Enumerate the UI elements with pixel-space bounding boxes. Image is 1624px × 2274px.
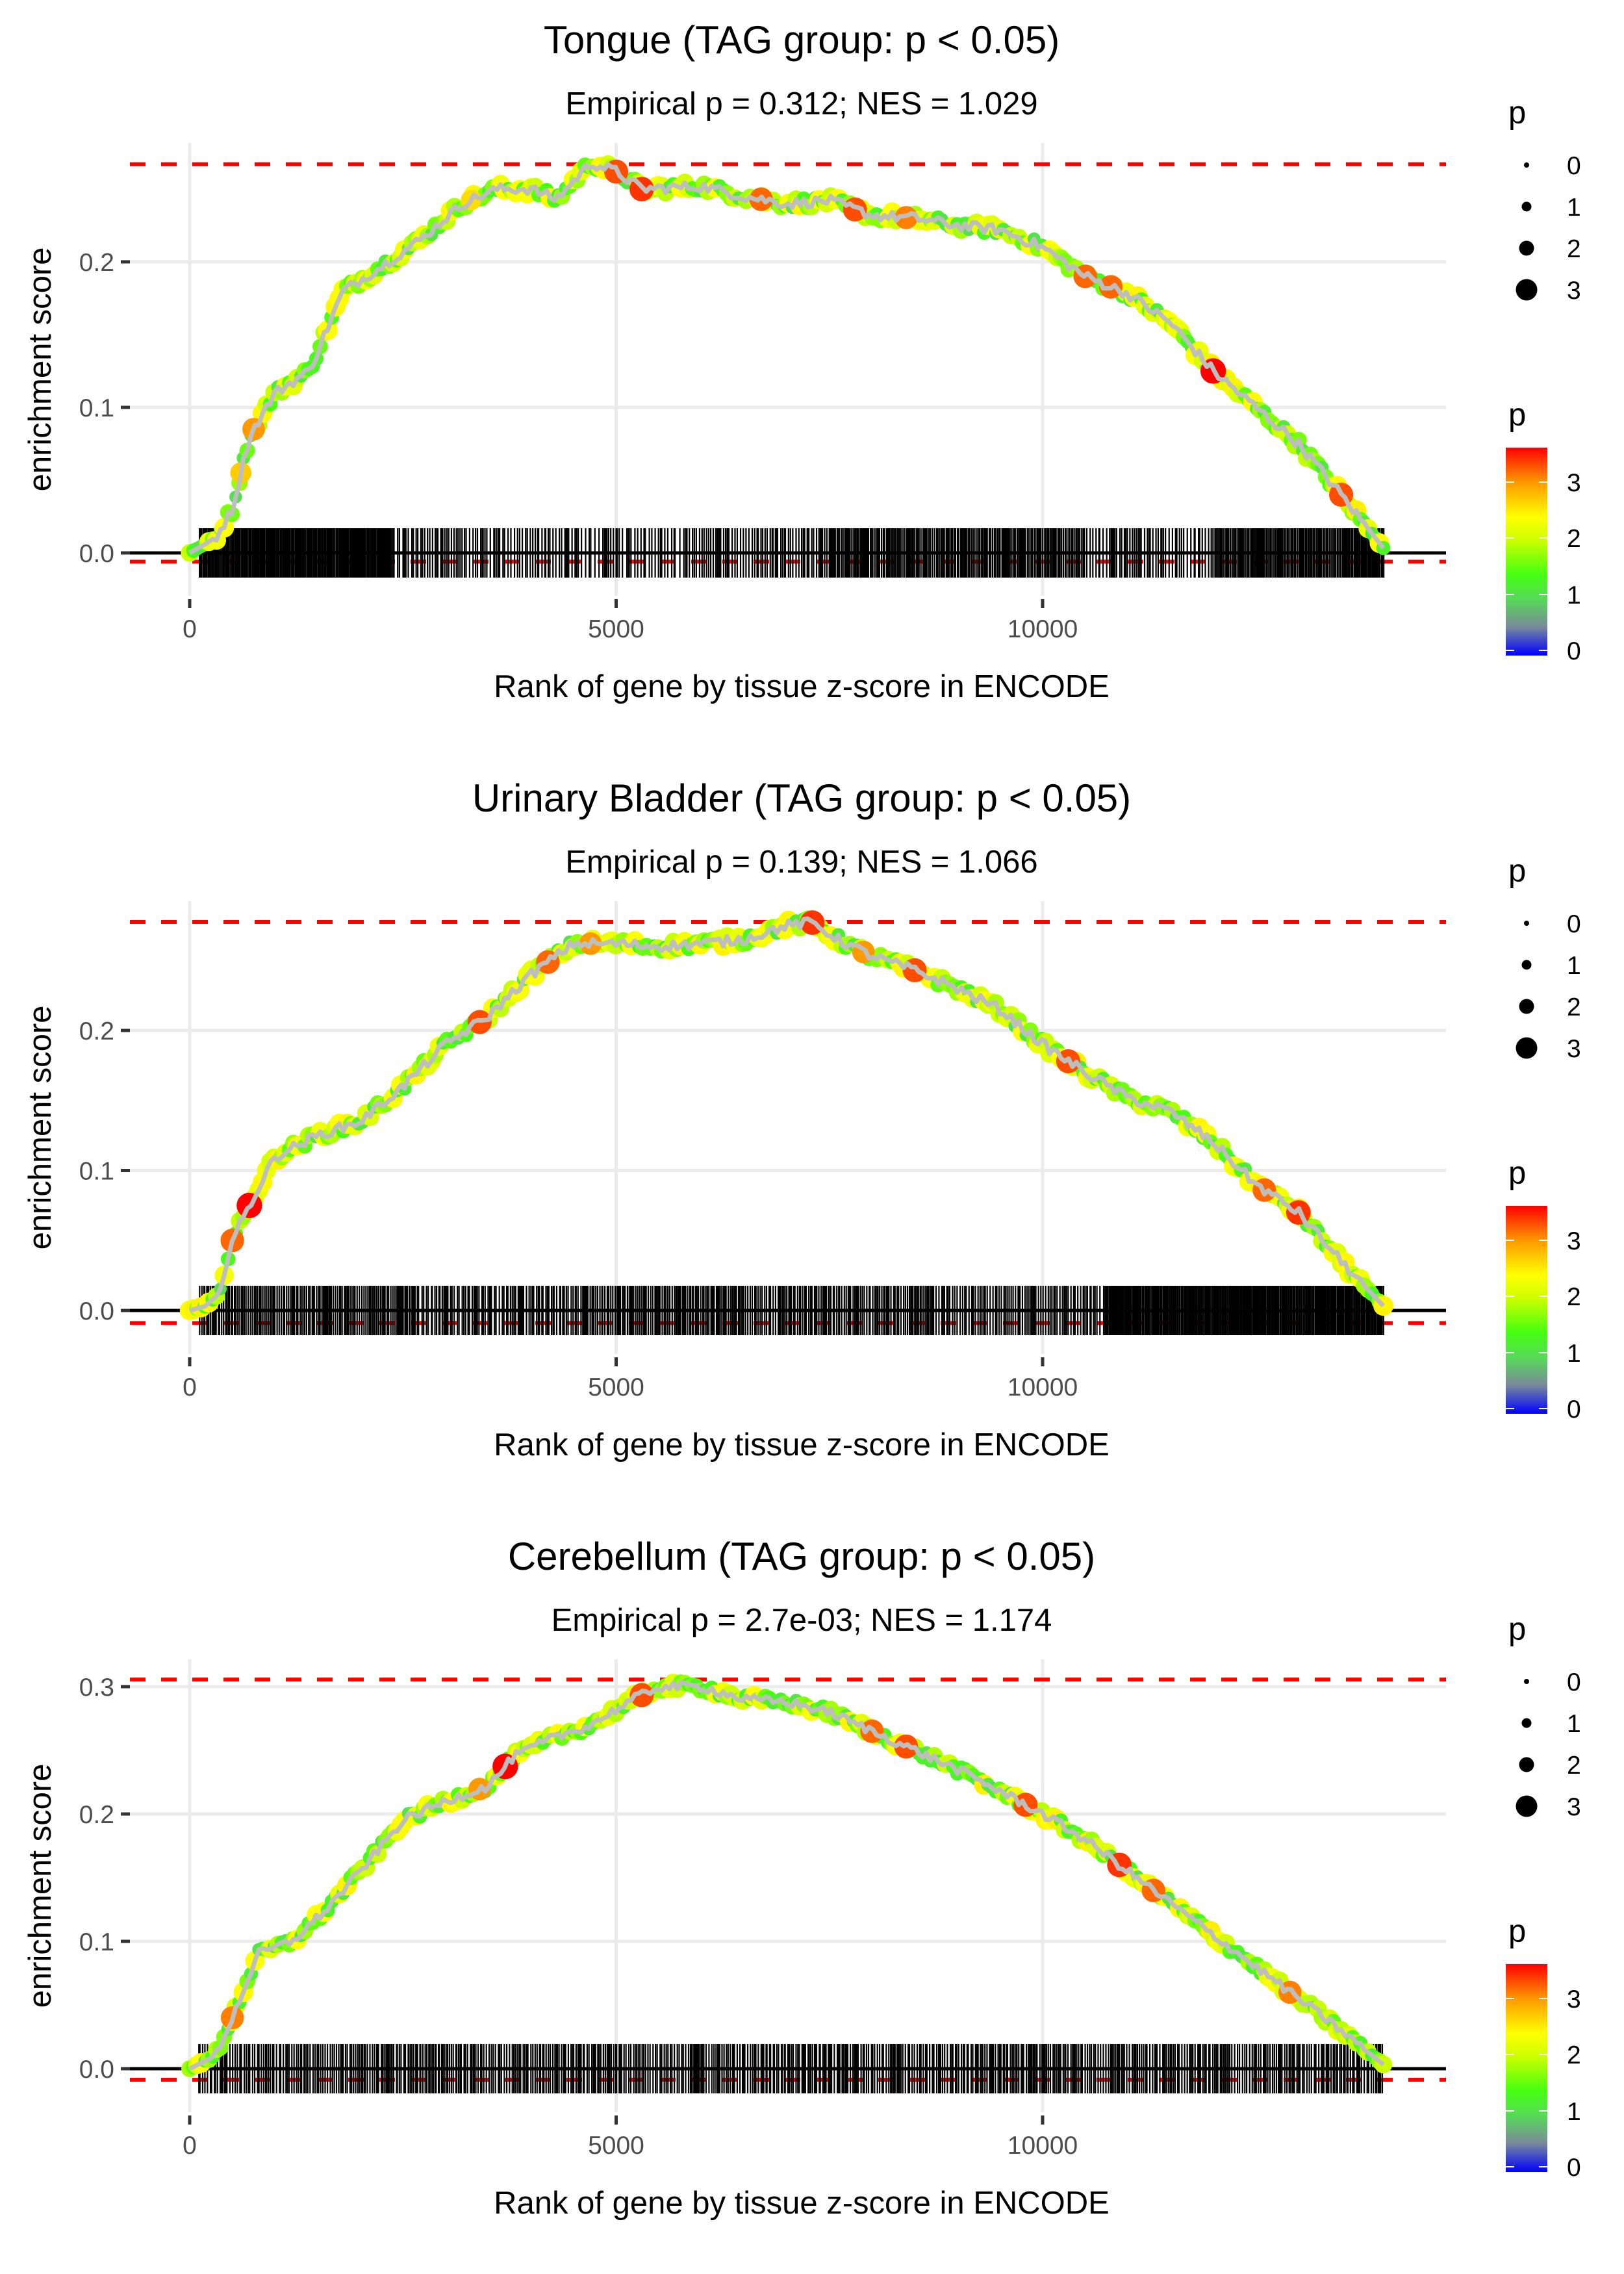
color-legend-label: 1 [1567,1340,1581,1368]
es-line [188,162,1386,556]
panel-1: Tongue (TAG group: p < 0.05) Empirical p … [23,18,1581,704]
color-legend-title: p [1508,398,1526,433]
color-legend: p 0 1 2 3 [1506,1156,1581,1424]
size-legend-label: 0 [1567,152,1581,180]
y-tick-label: 0.0 [79,1297,114,1325]
size-legend-dot [1516,279,1538,301]
size-legend-dot [1521,960,1532,970]
y-tick-label: 0.1 [79,1928,114,1956]
color-legend-label: 0 [1567,637,1581,665]
es-points [181,1674,1393,2077]
size-legend-label: 3 [1567,1793,1581,1821]
size-legend-label: 3 [1567,1035,1581,1063]
size-legend-dot [1519,1757,1534,1772]
x-tick-label: 0 [183,1373,197,1401]
size-legend-label: 2 [1567,1752,1581,1780]
x-tick-label: 0 [183,615,197,643]
size-legend-label: 2 [1567,993,1581,1021]
size-legend-dot [1519,999,1534,1014]
y-axis-label: enrichment score [23,1764,58,2008]
x-tick-label: 10000 [1008,615,1078,643]
panel-title: Cerebellum (TAG group: p < 0.05) [508,1535,1095,1578]
x-tick-label: 10000 [1008,1373,1078,1401]
color-legend-label: 2 [1567,1283,1581,1311]
x-tick-label: 10000 [1008,2132,1078,2160]
y-tick-label: 0.0 [79,2056,114,2084]
es-points [181,155,1391,562]
color-bar [1506,1964,1547,2172]
color-legend-label: 3 [1567,1986,1581,2013]
size-legend-label: 2 [1567,235,1581,263]
size-legend-label: 0 [1567,910,1581,938]
color-legend-label: 1 [1567,2098,1581,2126]
panel-title: Urinary Bladder (TAG group: p < 0.05) [472,776,1131,820]
size-legend-label: 0 [1567,1668,1581,1696]
y-tick-label: 0.2 [79,1801,114,1829]
color-legend-label: 1 [1567,581,1581,609]
size-legend-dot [1524,162,1529,168]
color-legend-label: 2 [1567,2041,1581,2069]
y-tick-label: 0.1 [79,1158,114,1186]
y-axis-label: enrichment score [23,248,58,492]
size-legend-dot [1524,921,1529,926]
size-legend-title: p [1508,96,1526,131]
panel-subtitle: Empirical p = 0.312; NES = 1.029 [565,86,1037,121]
color-legend-title: p [1508,1156,1526,1191]
y-tick-label: 0.1 [79,394,114,422]
color-legend-label: 3 [1567,1227,1581,1255]
panel-2: Urinary Bladder (TAG group: p < 0.05) Emp… [23,776,1581,1463]
size-legend: p 0 1 2 3 [1508,854,1581,1063]
size-legend-label: 1 [1567,194,1581,222]
size-legend-dot [1524,1679,1529,1684]
y-tick-label: 0.2 [79,249,114,277]
y-axis-label: enrichment score [23,1006,58,1250]
es-line [188,1680,1385,2071]
size-legend-label: 1 [1567,1710,1581,1738]
color-legend-label: 0 [1567,2154,1581,2182]
color-legend: p 0 1 2 3 [1506,398,1581,665]
x-tick-label: 5000 [588,1373,644,1401]
es-line [189,916,1386,1313]
size-legend-label: 1 [1567,952,1581,980]
es-points [179,910,1393,1321]
color-legend-label: 0 [1567,1396,1581,1424]
size-legend-dot [1516,1037,1538,1059]
size-legend-dot [1521,201,1532,212]
color-legend-label: 3 [1567,469,1581,497]
es-point-high [629,1683,654,1707]
size-legend-label: 3 [1567,277,1581,305]
color-legend-label: 2 [1567,525,1581,553]
size-legend-title: p [1508,854,1526,889]
panel-subtitle: Empirical p = 2.7e-03; NES = 1.174 [552,1603,1052,1638]
x-tick-label: 0 [183,2132,197,2160]
panel-3: Cerebellum (TAG group: p < 0.05) Empirica… [23,1535,1581,2221]
x-tick-label: 5000 [588,2132,644,2160]
color-legend: p 0 1 2 3 [1506,1914,1581,2182]
x-axis-label: Rank of gene by tissue z-score in ENCODE [494,1427,1110,1463]
x-tick-label: 5000 [588,615,644,643]
size-legend-title: p [1508,1612,1526,1647]
size-legend-dot [1519,240,1534,256]
color-bar [1506,448,1547,656]
size-legend: p 0 1 2 3 [1508,1612,1581,1821]
size-legend: p 0 1 2 3 [1508,96,1581,305]
panel-title: Tongue (TAG group: p < 0.05) [544,18,1059,62]
size-legend-dot [1521,1718,1532,1728]
size-legend-dot [1516,1795,1538,1817]
x-axis-label: Rank of gene by tissue z-score in ENCODE [494,669,1110,704]
y-tick-label: 0.3 [79,1674,114,1702]
color-legend-title: p [1508,1914,1526,1949]
color-bar [1506,1206,1547,1414]
panel-subtitle: Empirical p = 0.139; NES = 1.066 [565,845,1037,880]
y-tick-label: 0.2 [79,1017,114,1045]
x-axis-label: Rank of gene by tissue z-score in ENCODE [494,2186,1110,2221]
y-tick-label: 0.0 [79,540,114,568]
